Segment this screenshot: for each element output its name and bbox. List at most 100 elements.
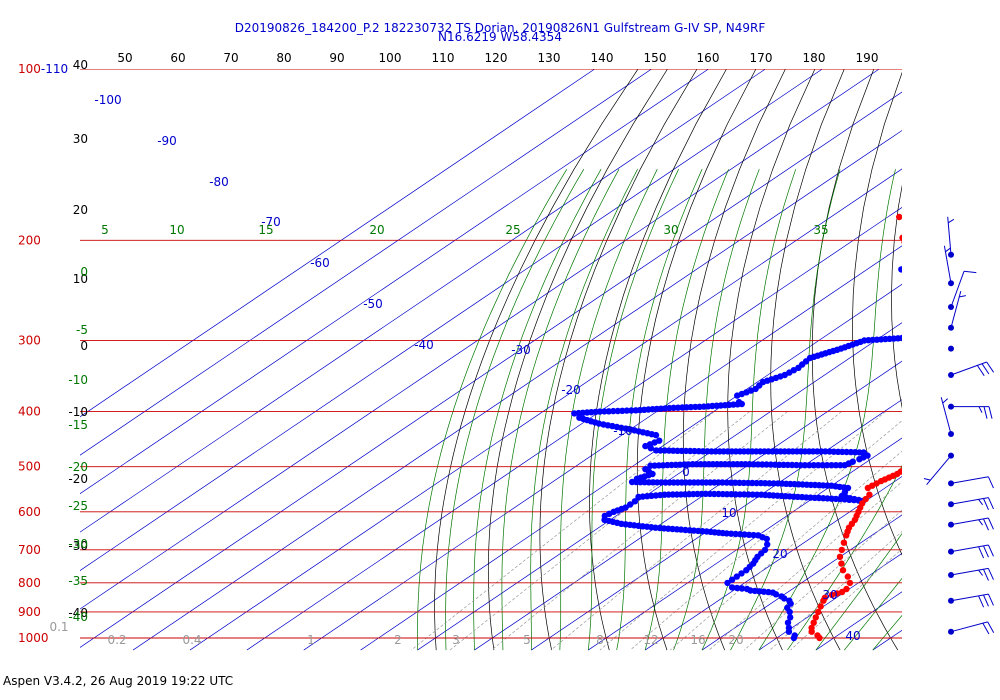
dewpoint-point [810, 462, 817, 469]
wind-barb-staff [950, 476, 989, 484]
isotherm-line [474, 360, 902, 651]
temperature-point [926, 320, 932, 326]
isotherm-line [80, 69, 595, 418]
dewpoint-point [983, 307, 989, 313]
dry-adiabat-line [487, 69, 668, 651]
dewpoint-point [801, 462, 809, 469]
dewpoint-point [787, 614, 794, 621]
wind-barb-feather [983, 545, 989, 558]
dewpoint-point [909, 261, 915, 267]
isotherm-line [588, 437, 902, 651]
temperature-point [808, 624, 815, 632]
temperature-point [937, 361, 943, 367]
isotherm-line [80, 69, 652, 456]
dewpoint-point [627, 501, 634, 508]
temperature-point [840, 539, 848, 546]
wind-barbs [923, 216, 995, 635]
dewpoint-point [656, 437, 663, 444]
temperature-point [911, 272, 917, 278]
dry-adiabat-line [434, 69, 639, 651]
mixing-ratio-line [790, 548, 902, 651]
wind-barb [947, 216, 955, 258]
wind-barb-feather [983, 406, 988, 419]
temperature-point [910, 266, 916, 272]
temperature-point [844, 573, 851, 580]
moist-adiabat-line [844, 577, 902, 651]
wind-barb-feather [987, 517, 994, 530]
wind-barb-staff [926, 455, 952, 486]
top-axis-label: 80 [276, 51, 291, 65]
temperature-point [925, 316, 931, 322]
temperature-point [838, 546, 845, 554]
left-axis-label: 20 [73, 203, 88, 217]
mixing-ratio-line [449, 411, 750, 651]
wind-barb-staff [943, 245, 952, 284]
wind-barb-feather [988, 406, 993, 419]
dry-adiabat-line [966, 69, 1000, 650]
temperature-point [833, 590, 841, 597]
dewpoint-point [916, 275, 922, 281]
temperature-point [929, 333, 935, 339]
top-axis-label: 70 [223, 51, 238, 65]
dewpoint-point [614, 407, 621, 415]
pressure-label: 400 [18, 405, 41, 419]
mixing-ratio-line [769, 531, 902, 651]
mixing-ratio-label: 0.4 [182, 633, 201, 647]
isotherm-label: -10 [613, 424, 633, 438]
dewpoint-point [982, 319, 988, 325]
moist-adiabat-label: -5 [76, 323, 88, 337]
wind-barb-feather [987, 568, 994, 580]
chart-subtitle: N16.6219 W58.4354 [438, 30, 562, 44]
temperature-point [828, 591, 836, 599]
wind-barb-staff [950, 290, 962, 328]
isotherm-label: -40 [414, 338, 434, 352]
dewpoint-point [956, 327, 962, 333]
temperature-point [917, 446, 923, 452]
left-axis-label: -10 [68, 405, 88, 419]
temperature-point [933, 345, 939, 351]
dewpoint-point [815, 462, 822, 469]
dry-adiabat-line [891, 184, 902, 409]
wind-barb-feather [987, 593, 994, 606]
temperature-point [859, 500, 866, 507]
dewpoint-point [738, 570, 745, 577]
temperature-point [923, 297, 929, 303]
moist-adiabat-label: 15 [258, 223, 273, 237]
temperature-point [928, 329, 934, 335]
dewpoint-point [728, 576, 736, 583]
dewpoint-point [987, 314, 993, 320]
dewpoint-point [928, 280, 934, 286]
wind-barb-staff [950, 593, 989, 602]
mixing-ratio-line [670, 450, 902, 651]
isotherm-line [930, 69, 1000, 650]
wind-barb-station [948, 251, 954, 258]
footer-version: Aspen V3.4.2, 26 Aug 2019 19:22 UTC [3, 674, 234, 688]
wind-barb [948, 497, 994, 511]
sounding-data [571, 213, 993, 642]
temperature-point [905, 251, 911, 257]
isotherm-label: -80 [209, 175, 229, 189]
dewpoint-point [977, 320, 983, 326]
dry-adiabat-line [811, 69, 899, 651]
temperature-point [936, 377, 942, 383]
dewpoint-point [628, 407, 635, 414]
top-axis-label: 130 [538, 51, 561, 65]
wind-barb-feather [945, 247, 952, 253]
dewpoint-point [754, 532, 762, 539]
moist-adiabat-label: 0 [80, 265, 88, 279]
isotherm-label: -100 [94, 93, 121, 107]
temperature-point [929, 337, 935, 343]
temperature-point [927, 325, 933, 331]
wind-barb-feather [976, 365, 985, 376]
isotherm-line [417, 322, 902, 651]
pressure-label: 1000 [18, 631, 49, 645]
wind-barb-feather [978, 595, 985, 608]
isotherm-label: -60 [310, 256, 330, 270]
mixing-ratio-label: 0.1 [49, 620, 68, 634]
moist-adiabat-label: 20 [369, 223, 384, 237]
wind-barb-staff [950, 361, 987, 376]
dewpoint-point [764, 541, 771, 548]
isotherm-line [80, 69, 766, 533]
dewpoint-point [828, 462, 835, 469]
moist-adiabat-label: 25 [505, 223, 520, 237]
